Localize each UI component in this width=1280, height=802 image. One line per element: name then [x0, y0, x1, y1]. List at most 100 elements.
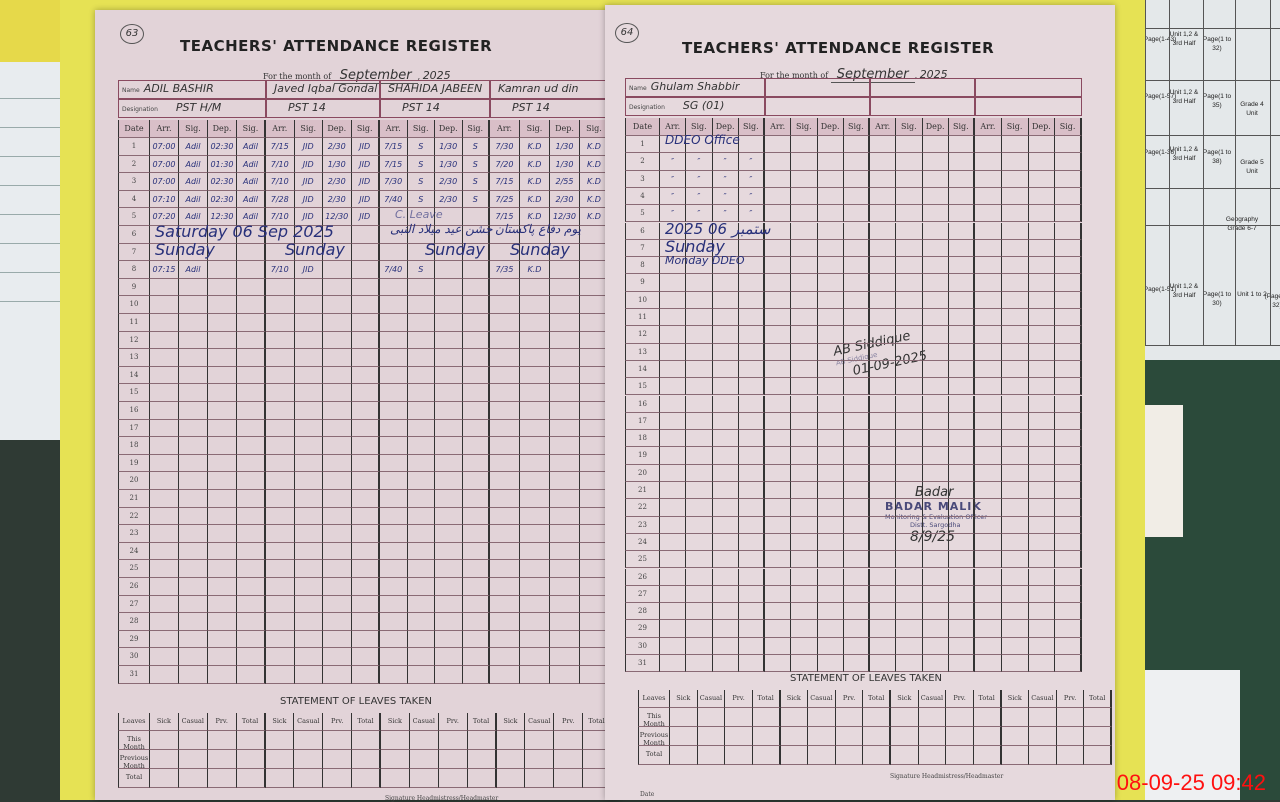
- attendance-cell: S: [407, 261, 435, 279]
- attendance-cell: [817, 326, 844, 344]
- attendance-cell: [435, 666, 463, 684]
- attendance-cell: [462, 525, 490, 543]
- attendance-cell: [520, 366, 550, 385]
- attendance-cell: [208, 366, 237, 385]
- leaves-cell: [207, 750, 237, 769]
- attendance-cell: [380, 366, 408, 385]
- attendance-cell: [975, 360, 1002, 379]
- leaves-cell: [323, 769, 353, 788]
- attendance-cell: [237, 349, 266, 367]
- attendance-cell: 7/28: [266, 190, 295, 209]
- attendance-cell: S: [407, 173, 435, 191]
- attendance-cell: [462, 595, 490, 614]
- attendance-cell: [266, 243, 295, 262]
- leaves-cell: [780, 746, 809, 765]
- leaves-cell: [150, 769, 179, 788]
- attendance-cell: [380, 490, 408, 508]
- attendance-cell: [407, 525, 435, 543]
- attendance-cell: [550, 648, 580, 666]
- attendance-cell: [1055, 637, 1082, 655]
- leaves-cell: [381, 750, 410, 769]
- attendance-cell: [520, 226, 550, 244]
- attendance-cell: [843, 309, 870, 327]
- attendance-cell: 12/30: [550, 208, 580, 226]
- attendance-cell: [294, 226, 323, 244]
- attendance-cell: [462, 331, 490, 350]
- attendance-cell: [975, 291, 1002, 309]
- attendance-cell: [1028, 620, 1056, 638]
- attendance-cell: [208, 296, 237, 314]
- syllabus-cell: Grade 4 Unit: [1240, 101, 1264, 117]
- attendance-cell: [1001, 585, 1029, 604]
- attendance-cell: [738, 516, 765, 534]
- leaves-cell: [409, 731, 439, 750]
- attendance-cell: [660, 533, 687, 552]
- attendance-cell: [520, 296, 550, 314]
- date-cell: 14: [118, 366, 150, 385]
- attendance-cell: [266, 472, 295, 490]
- leaves-cell: [725, 708, 753, 727]
- attendance-cell: [870, 326, 897, 344]
- attendance-cell: [765, 464, 792, 482]
- leaves-cell: [808, 708, 836, 727]
- attendance-cell: [435, 525, 463, 543]
- attendance-cell: [660, 637, 687, 655]
- attendance-cell: [1055, 291, 1082, 309]
- attendance-cell: [380, 630, 408, 649]
- attendance-cell: [712, 395, 739, 413]
- attendance-cell: [765, 430, 792, 448]
- attendance-cell: [407, 349, 435, 367]
- attendance-cell: [922, 257, 949, 275]
- teacher-designation-field: [975, 97, 1082, 116]
- attendance-cell: [922, 360, 949, 379]
- attendance-cell: [380, 472, 408, 490]
- attendance-cell: [817, 309, 844, 327]
- date-cell: 22: [625, 499, 660, 517]
- attendance-cell: [150, 296, 179, 314]
- attendance-cell: [738, 326, 765, 344]
- attendance-cell: [870, 464, 897, 482]
- attendance-cell: [791, 482, 818, 500]
- attendance-cell: [738, 222, 765, 240]
- attendance-cell: [975, 499, 1002, 517]
- attendance-cell: [550, 366, 580, 385]
- attendance-cell: [922, 516, 949, 534]
- attendance-cell: [712, 378, 739, 396]
- attendance-cell: [870, 291, 897, 309]
- leaves-cell: [294, 731, 324, 750]
- attendance-cell: [1028, 343, 1056, 361]
- attendance-cell: [975, 655, 1002, 673]
- attendance-cell: [266, 542, 295, 561]
- attendance-cell: [975, 309, 1002, 327]
- attendance-cell: [896, 170, 923, 188]
- attendance-cell: [380, 331, 408, 350]
- attendance-cell: [520, 243, 550, 262]
- attendance-cell: [520, 666, 550, 684]
- leaves-column-header: Prv.: [323, 713, 353, 731]
- attendance-cell: [1028, 412, 1056, 431]
- attendance-cell: [150, 507, 179, 526]
- leaves-cell: [835, 727, 864, 746]
- leaves-column-header: Casual: [697, 690, 726, 708]
- attendance-cell: [738, 239, 765, 258]
- attendance-cell: [351, 613, 380, 631]
- attendance-cell: [208, 525, 237, 543]
- attendance-cell: [550, 278, 580, 297]
- attendance-cell: [179, 560, 208, 578]
- attendance-cell: 01:30: [208, 155, 237, 174]
- attendance-cell: [550, 666, 580, 684]
- attendance-cell: [686, 343, 713, 361]
- attendance-cell: [975, 430, 1002, 448]
- attendance-cell: [351, 243, 380, 262]
- attendance-cell: ″: [712, 170, 739, 188]
- teacher-name: Javed Iqbal Gondal: [274, 82, 378, 95]
- attendance-cell: [323, 490, 352, 508]
- attendance-cell: [520, 384, 550, 402]
- attendance-cell: [975, 187, 1002, 206]
- attendance-cell: [1028, 464, 1056, 482]
- leaves-cell: [554, 769, 584, 788]
- attendance-cell: [1028, 655, 1056, 673]
- date-cell: 5: [625, 205, 660, 223]
- attendance-cell: Adil: [237, 138, 266, 156]
- attendance-cell: [179, 630, 208, 649]
